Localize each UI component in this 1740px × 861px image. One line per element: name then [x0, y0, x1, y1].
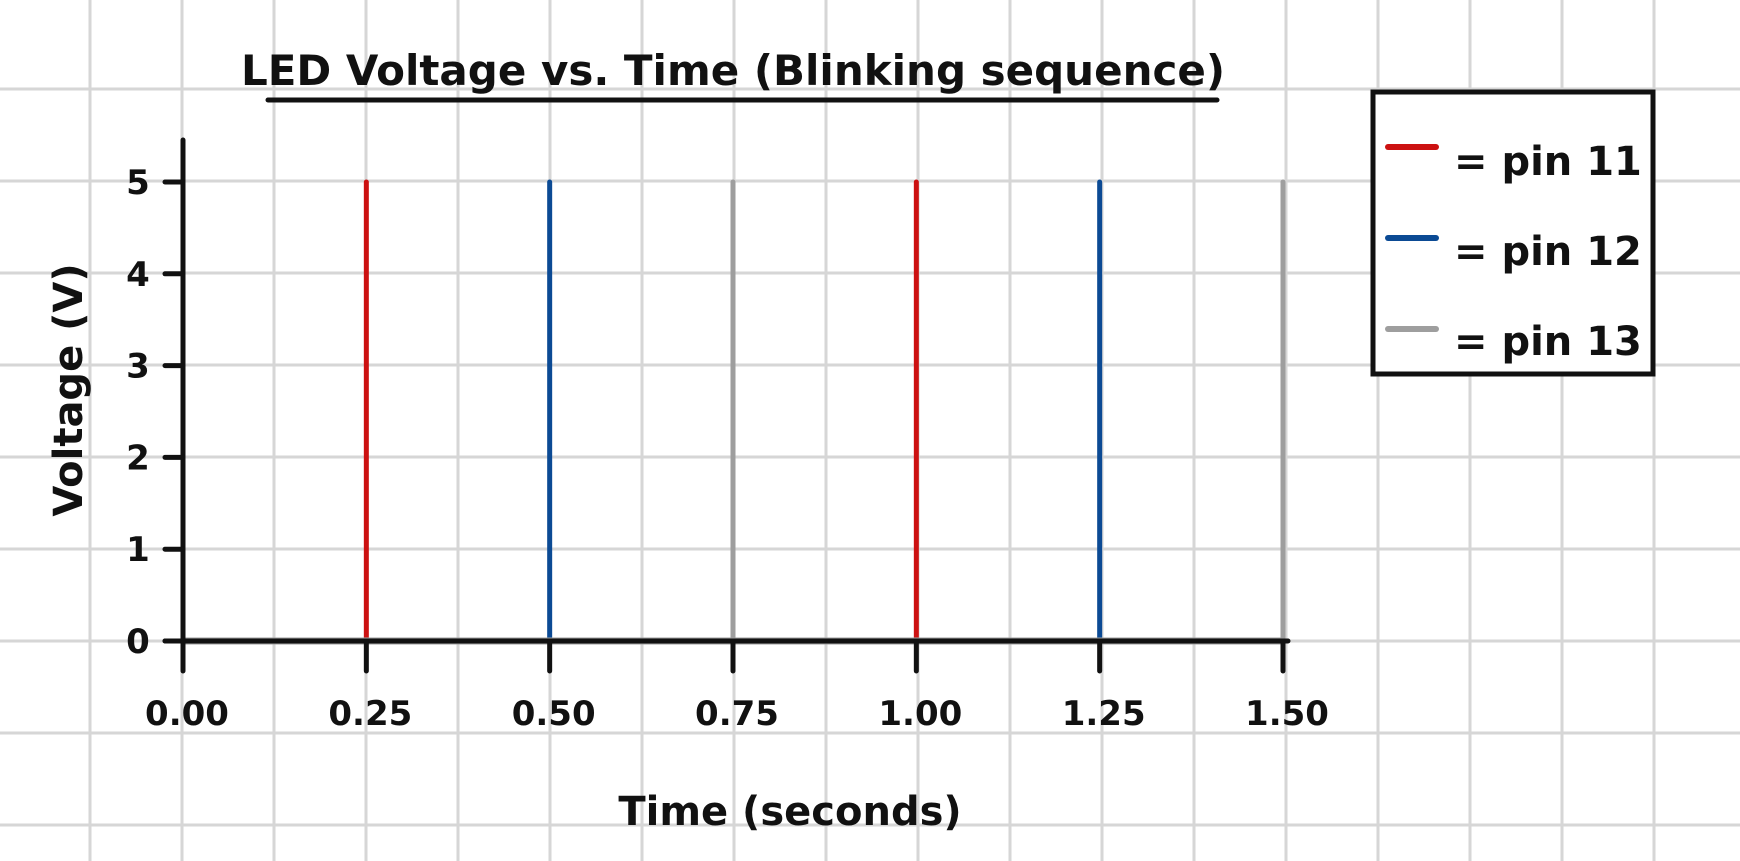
legend-items: = pin 11 = pin 12 = pin 13	[1385, 139, 1642, 365]
y-tick-label: 1	[126, 530, 150, 570]
legend-label-series-3: = pin 13	[1454, 319, 1642, 365]
y-tick-label: 4	[126, 255, 150, 295]
y-tick-label: 2	[126, 438, 150, 478]
series-lines	[363, 179, 1286, 644]
y-tick-label: 0	[126, 622, 150, 662]
x-tick-label: 1.25	[1062, 694, 1146, 734]
x-tick-label: 1.50	[1245, 694, 1329, 734]
x-tick-label: 1.00	[878, 694, 962, 734]
legend-label-series-1: = pin 11	[1454, 139, 1642, 185]
x-tick-label: 0.50	[512, 694, 596, 734]
x-tick-label: 0.75	[695, 694, 779, 734]
chart-title: LED Voltage vs. Time (Blinking sequence)	[241, 46, 1225, 95]
y-tick-label: 5	[126, 163, 150, 203]
axes	[162, 137, 1291, 645]
tick-labels: 0.00 0.25 0.50 0.75 1.00 1.25 1.50 0 1 2 3 4 5	[126, 163, 1329, 734]
y-tick-label: 3	[126, 347, 150, 387]
x-axis-label: Time (seconds)	[618, 789, 961, 835]
x-tick-label: 0.00	[145, 694, 229, 734]
legend: = pin 11 = pin 12 = pin 13	[1370, 89, 1656, 377]
x-tick-label: 0.25	[328, 694, 412, 734]
y-axis-label: Voltage (V)	[46, 263, 92, 516]
legend-label-series-2: = pin 12	[1454, 229, 1642, 275]
